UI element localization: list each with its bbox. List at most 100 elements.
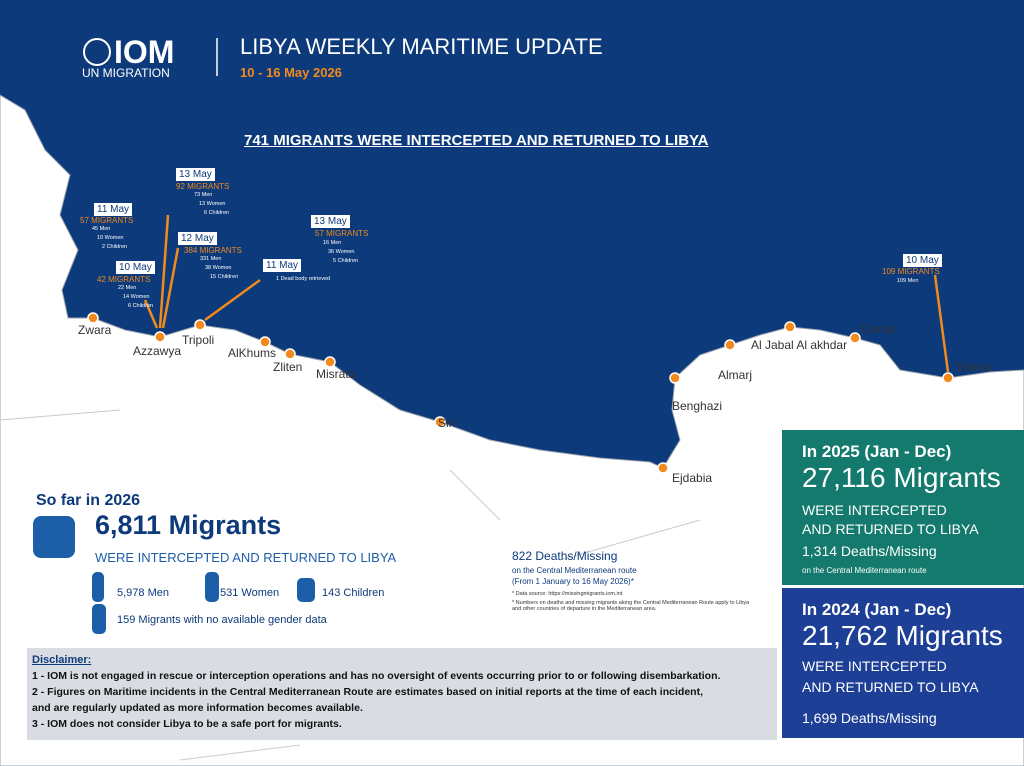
disclaimer-item: 2 - Figures on Maritime incidents in the… — [32, 686, 703, 698]
event-line: 15 Children — [210, 274, 239, 280]
event-date: 11 May — [93, 202, 134, 217]
women: 531 Women — [220, 587, 280, 599]
panel-sub: WERE INTERCEPTED — [802, 502, 947, 518]
deaths-main: 822 Deaths/Missing — [512, 549, 618, 563]
logo: IOM — [114, 34, 175, 70]
event-date: 13 May — [175, 167, 216, 182]
arrow — [143, 299, 159, 329]
city-dot — [784, 321, 796, 333]
deaths-note: * Numbers on deaths and missing migrants… — [512, 600, 750, 612]
event-migrants: 42 MIGRANTS — [97, 275, 151, 284]
event-line: 36 Women — [328, 249, 355, 255]
city-label: Azzawya — [133, 344, 182, 358]
city-label: Benghazi — [672, 399, 723, 413]
event-line: 13 Women — [199, 201, 226, 207]
city-label: AlKhums — [228, 346, 277, 360]
event-line: 10 Women — [97, 235, 124, 241]
panel-count: 27,116 Migrants — [802, 462, 1001, 493]
event-date: 10 May — [115, 260, 156, 275]
so-far-count: 6,811 Migrants — [95, 510, 282, 540]
event-migrants: 109 MIGRANTS — [882, 267, 940, 276]
panel-note: on the Central Mediterranean route — [802, 566, 927, 575]
event-migrants: 92 MIGRANTS — [176, 182, 230, 191]
event-migrants: 384 MIGRANTS — [184, 246, 242, 255]
logo-sub: UN MIGRATION — [82, 66, 170, 80]
city-label: Ejdabia — [672, 471, 713, 485]
city-dot — [657, 462, 669, 474]
disclaimer-item: 3 - IOM does not consider Libya to be a … — [32, 718, 342, 730]
deaths-sub: on the Central Mediterranean route — [512, 566, 637, 575]
city-dot — [284, 348, 296, 360]
city-dot — [669, 372, 681, 384]
dates: 10 - 16 May 2026 — [240, 65, 342, 80]
deaths-period: (From 1 January to 16 May 2026)* — [512, 577, 634, 586]
title: LIBYA WEEKLY MARITIME UPDATE — [240, 34, 603, 59]
city-dot — [849, 332, 861, 344]
event-line: 6 Children — [128, 303, 154, 309]
headline: 741 MIGRANTS WERE INTERCEPTED AND RETURN… — [244, 132, 709, 149]
event-line: 331 Men — [200, 256, 222, 262]
city-dot — [154, 331, 166, 343]
deaths-note: * Data source: https://missingmigrants.i… — [512, 591, 623, 597]
women-icon — [205, 572, 219, 602]
so-far-title: So far in 2026 — [36, 492, 141, 509]
event-line: 14 Women — [123, 294, 150, 300]
event-line: 45 Men — [92, 226, 111, 232]
city-dot — [194, 319, 206, 331]
city-label: Almarj — [718, 368, 753, 382]
event-line: 5 Children — [333, 258, 359, 264]
event-date: 13 May — [310, 214, 351, 229]
panel-2024: In 2024 (Jan - Dec) 21,762 Migrants WERE… — [782, 588, 1024, 738]
panel-sub: WERE INTERCEPTED — [802, 658, 947, 674]
city-dot — [324, 356, 336, 368]
panel-2025: In 2025 (Jan - Dec) 27,116 Migrants WERE… — [782, 430, 1024, 585]
panel-deaths: 1,699 Deaths/Missing — [802, 710, 937, 726]
panel-title: In 2024 (Jan - Dec) — [802, 600, 952, 619]
children: 143 Children — [322, 587, 385, 599]
city-dot — [87, 312, 99, 324]
disclaimer-box: Disclaimer: 1 - IOM is not engaged in re… — [27, 648, 777, 740]
men-icon — [92, 572, 104, 602]
event-date: 10 May — [902, 253, 943, 268]
arrow — [933, 274, 950, 373]
arrow — [161, 247, 180, 329]
city-dot — [724, 339, 736, 351]
children-icon — [297, 578, 315, 602]
panel-deaths: 1,314 Deaths/Missing — [802, 543, 937, 559]
event-line: 38 Women — [205, 265, 232, 271]
disclaimer-item: 1 - IOM is not engaged in rescue or inte… — [32, 670, 721, 682]
city-label: Tripoli — [182, 333, 215, 347]
unknown-icon — [92, 604, 106, 634]
city-dot — [942, 372, 954, 384]
logo-globe — [83, 38, 111, 66]
border — [0, 409, 701, 761]
panel-title: In 2025 (Jan - Dec) — [802, 442, 952, 461]
disclaimer-item: and are regularly updated as more inform… — [32, 702, 363, 714]
panel-sub: AND RETURNED TO LIBYA — [802, 679, 979, 695]
event-line: 6 Children — [204, 210, 230, 216]
city-label: Zliten — [273, 360, 303, 374]
panel-count: 21,762 Migrants — [802, 620, 1003, 651]
city-dot — [259, 336, 271, 348]
event-migrants: 57 MIGRANTS — [80, 216, 134, 225]
arrow — [204, 278, 261, 322]
city-label: Derna — [862, 322, 895, 336]
unknown: 159 Migrants with no available gender da… — [117, 614, 327, 626]
land — [0, 94, 1024, 766]
event-line: 109 Men — [897, 278, 919, 284]
panel-sub: AND RETURNED TO LIBYA — [802, 521, 979, 537]
city-label: Zwara — [78, 323, 112, 337]
event-line: 16 Men — [323, 240, 342, 246]
city-label: Al Jabal Al akhdar — [751, 338, 848, 352]
city-dot — [434, 416, 446, 428]
event-line: 22 Men — [118, 285, 137, 291]
event-line: 1 Dead body retrieved — [276, 276, 331, 282]
arrow — [158, 214, 170, 329]
event-date: 11 May — [262, 258, 303, 273]
disclaimer-title: Disclaimer: — [32, 654, 92, 666]
event-date: 12 May — [177, 231, 218, 246]
event-line: 2 Children — [102, 244, 128, 250]
so-far-sub: WERE INTERCEPTED AND RETURNED TO LIBYA — [95, 550, 397, 565]
